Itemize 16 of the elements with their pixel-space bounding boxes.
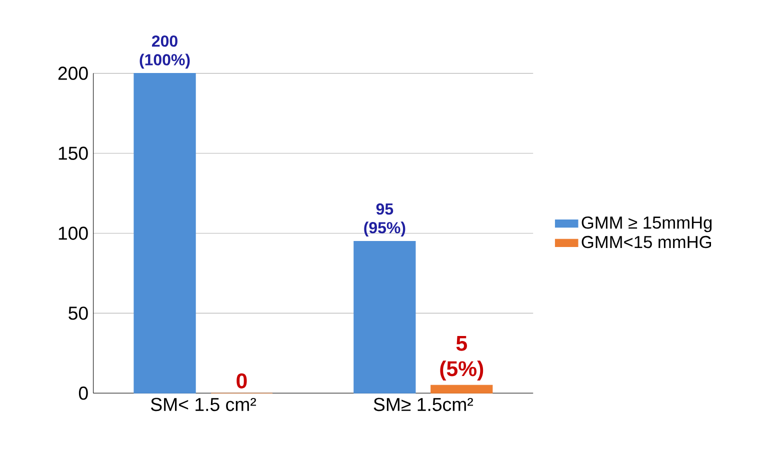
- data-label: 0: [236, 373, 247, 388]
- y-tick-label: 200: [58, 66, 88, 80]
- y-tick-label: 0: [78, 386, 88, 400]
- bar: [134, 72, 196, 394]
- data-label: 95 (95%): [364, 203, 406, 236]
- x-tick-label: SM< 1.5 cm²: [150, 398, 256, 412]
- x-tick-label: SM≥ 1.5cm²: [374, 398, 473, 412]
- data-label: 200 (100%): [140, 35, 190, 69]
- legend-label: GMM ≥ 15mmHg: [582, 216, 712, 232]
- data-label: 5 (5%): [440, 336, 484, 380]
- y-tick-label: 50: [68, 306, 88, 320]
- bar: [430, 384, 493, 394]
- y-tick-label: 150: [58, 146, 88, 160]
- legend-label: GMM<15 mmHG: [582, 236, 712, 248]
- y-tick-label: 100: [58, 226, 88, 240]
- bar: [354, 240, 416, 394]
